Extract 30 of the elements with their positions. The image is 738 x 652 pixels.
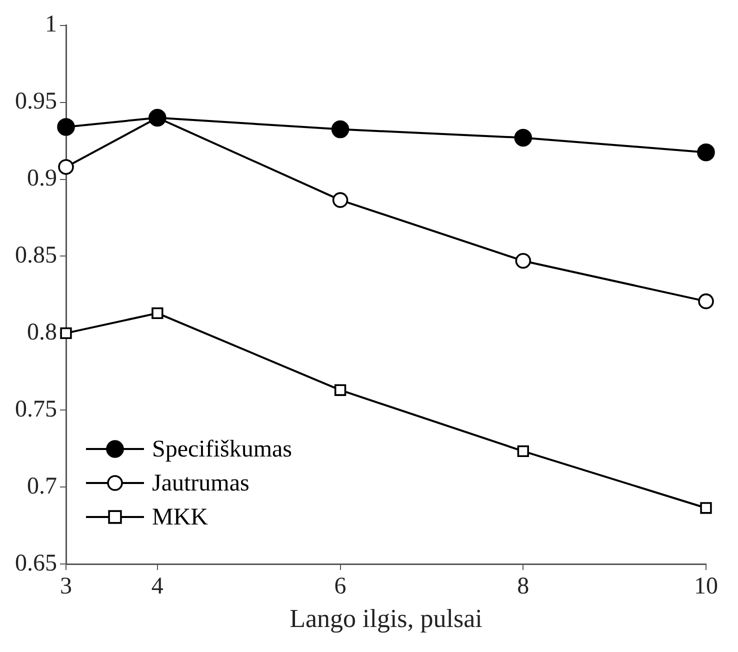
point	[60, 327, 72, 340]
point	[58, 159, 74, 175]
point	[332, 192, 348, 208]
x-tick-label: 3	[60, 574, 72, 600]
point	[331, 120, 350, 138]
y-tick-label: 1	[45, 12, 57, 38]
x-tick-label: 6	[334, 574, 346, 600]
y-tick-label: 0.85	[15, 242, 57, 269]
point	[698, 293, 714, 310]
y-tick-label: 0.7	[27, 473, 57, 500]
point	[517, 445, 529, 458]
legend-label: MKK	[152, 504, 209, 530]
y-tick-label: 0.95	[15, 88, 57, 115]
point	[515, 252, 532, 269]
y-tick-label: 0.8	[27, 319, 57, 346]
x-tick-label: 8	[517, 574, 530, 600]
x-tick-label: 10	[694, 574, 718, 600]
y-tick-label: 0.75	[15, 396, 57, 422]
point	[700, 502, 712, 514]
point	[152, 307, 164, 320]
x-axis-title: Lango ilgis, pulsai	[290, 604, 482, 634]
point	[697, 143, 715, 162]
x-tick-label: 4	[151, 574, 164, 600]
y-tick-label: 0.65	[15, 550, 57, 576]
legend-label: Specifiškumas	[152, 436, 292, 462]
point	[334, 384, 346, 396]
point	[514, 128, 532, 147]
point	[57, 118, 75, 136]
y-tick-label: 0.9	[27, 166, 57, 192]
legend-label: Jautrumas	[152, 470, 250, 496]
